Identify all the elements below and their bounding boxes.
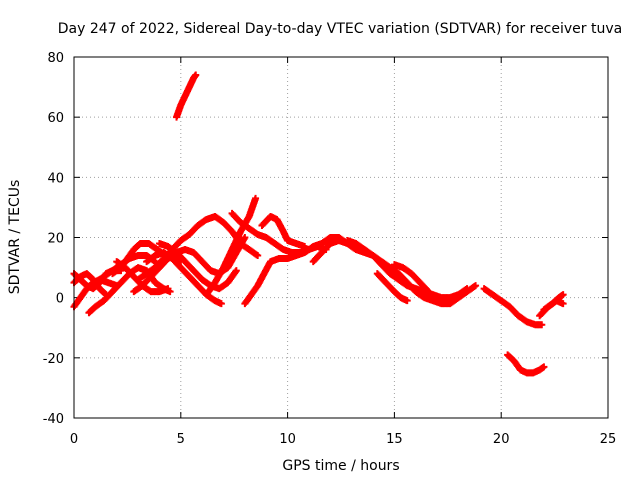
data-point-marker [301, 243, 309, 251]
data-point-marker [403, 297, 411, 305]
x-tick-label: 15 [386, 432, 403, 447]
y-tick-label: 0 [56, 292, 64, 307]
y-tick-label: 60 [47, 111, 64, 126]
data-point-marker [424, 287, 432, 295]
plot-frame [73, 56, 609, 419]
series-arc-21 [536, 297, 567, 320]
data-point-marker [425, 288, 433, 296]
data-point-marker [192, 71, 200, 79]
y-axis-label: SDTVAR / TECUs [7, 180, 23, 295]
series-arc-20 [480, 285, 546, 329]
data-point-marker [472, 282, 480, 290]
x-tick-label: 25 [600, 432, 617, 447]
series-arc-15 [258, 212, 309, 251]
y-tick-label: -20 [43, 352, 64, 367]
series-arc-24 [173, 71, 200, 121]
series-arc-18 [373, 270, 411, 305]
x-tick-label: 20 [493, 432, 510, 447]
series-arc-14 [228, 209, 330, 257]
data-point-marker [540, 363, 548, 371]
data-point-marker [538, 321, 546, 329]
data-point-marker [241, 234, 249, 241]
grid [74, 57, 608, 418]
data-point-marker [559, 291, 567, 299]
series-arc-17 [343, 237, 471, 302]
x-axis-label: GPS time / hours [282, 458, 399, 474]
data-point-marker [232, 267, 240, 275]
series-arc-22 [540, 291, 567, 314]
y-tick-label: 40 [47, 171, 64, 186]
series-arc-13 [241, 234, 351, 308]
series-arc-10 [143, 249, 225, 308]
data-point-marker [252, 194, 260, 202]
data-point-marker [463, 285, 471, 293]
series-arc-8 [130, 234, 249, 296]
data-points [70, 71, 567, 377]
data-point-marker [559, 300, 567, 308]
x-tick-labels: 0 5 10 15 20 25 [70, 432, 616, 447]
x-tick-label: 0 [70, 432, 78, 447]
series-arc-19 [390, 261, 433, 296]
y-tick-label: 20 [47, 232, 64, 247]
series-arc-23 [504, 351, 548, 377]
x-tick-label: 5 [177, 432, 185, 447]
y-tick-label: -40 [43, 412, 64, 427]
chart-title: Day 247 of 2022, Sidereal Day-to-day VTE… [58, 21, 622, 37]
x-tick-label: 10 [279, 432, 296, 447]
data-point-marker [164, 285, 172, 293]
data-point-marker [254, 252, 262, 260]
y-tick-labels: -40 -20 0 20 40 60 80 [43, 51, 64, 427]
y-tick-label: 80 [47, 51, 64, 66]
data-point-marker [217, 300, 225, 308]
